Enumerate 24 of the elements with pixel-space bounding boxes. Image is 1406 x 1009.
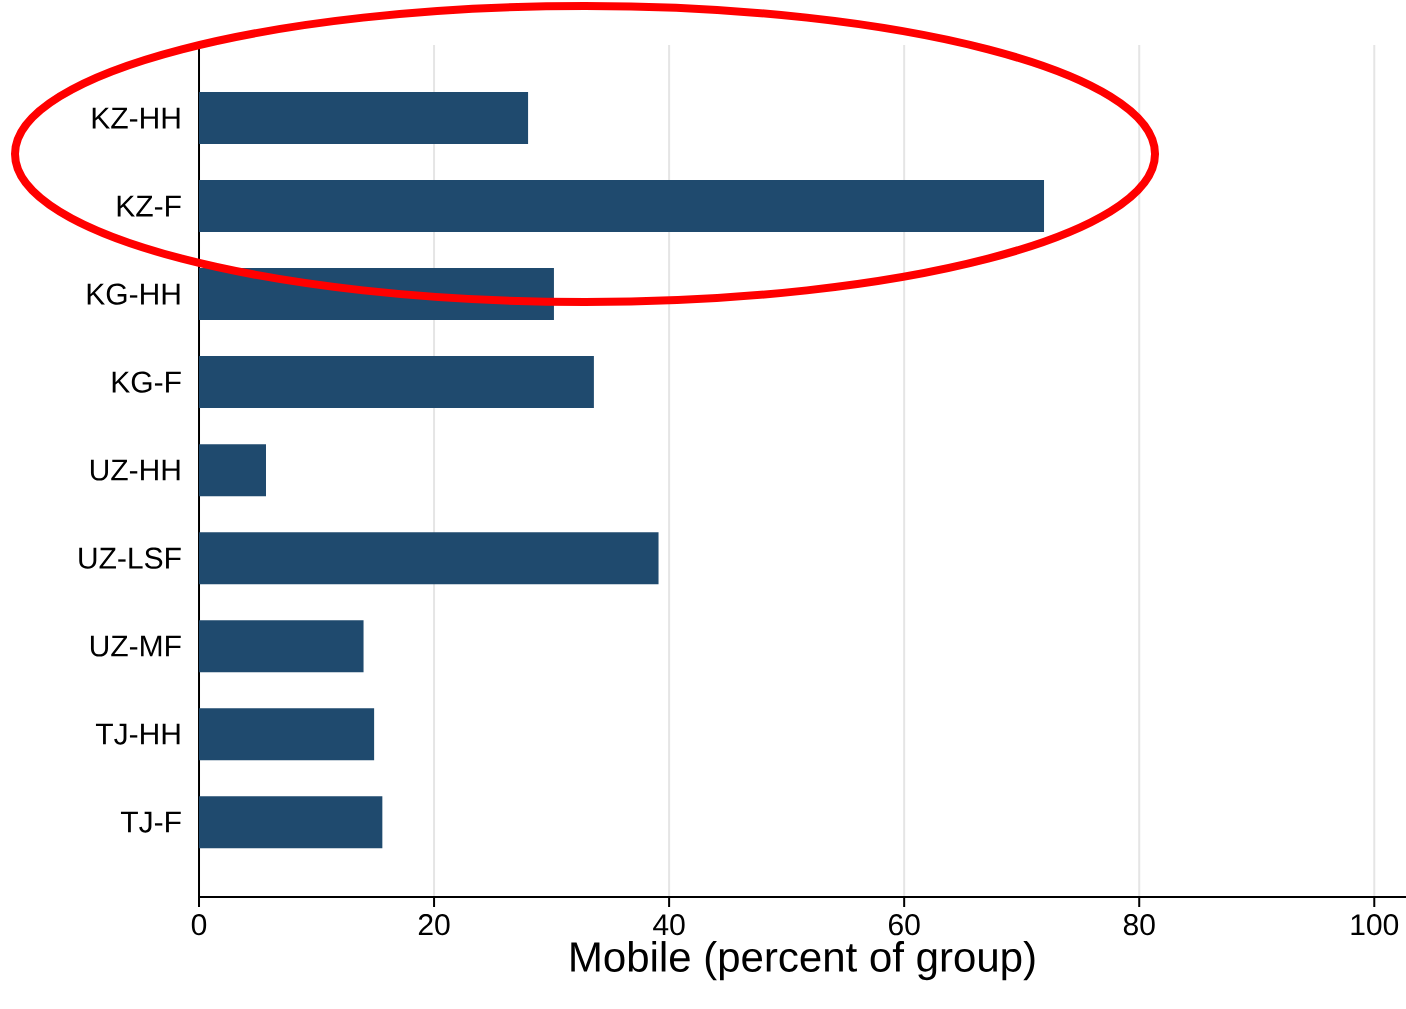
x-tick-label: 80 — [1123, 914, 1155, 936]
bar — [199, 532, 659, 585]
y-tick-label: UZ-HH — [90, 459, 180, 481]
y-tick-label: KG-F — [112, 371, 181, 393]
bar — [199, 620, 364, 673]
y-tick-label: KZ-F — [117, 195, 181, 217]
bar — [199, 444, 266, 497]
x-tick-label: 60 — [889, 914, 920, 936]
bar — [199, 708, 375, 761]
x-axis-title: Mobile (percent of group) — [571, 941, 1035, 981]
x-tick-label: 20 — [418, 914, 450, 936]
y-tick-label: UZ-MF — [90, 635, 181, 657]
y-tick-label: TJ-F — [120, 811, 181, 833]
x-tick-label: 100 — [1351, 914, 1399, 936]
x-tick-label: 40 — [653, 914, 685, 936]
bar — [199, 92, 529, 145]
bar — [199, 180, 1045, 233]
y-tick-label: UZ-LSF — [79, 547, 181, 569]
y-tick-label: TJ-HH — [95, 723, 180, 745]
bar — [199, 796, 383, 849]
bar — [199, 356, 594, 409]
x-tick-label: 0 — [191, 914, 207, 936]
y-tick-label: KZ-HH — [92, 107, 180, 129]
y-tick-label: KG-HH — [87, 283, 180, 305]
